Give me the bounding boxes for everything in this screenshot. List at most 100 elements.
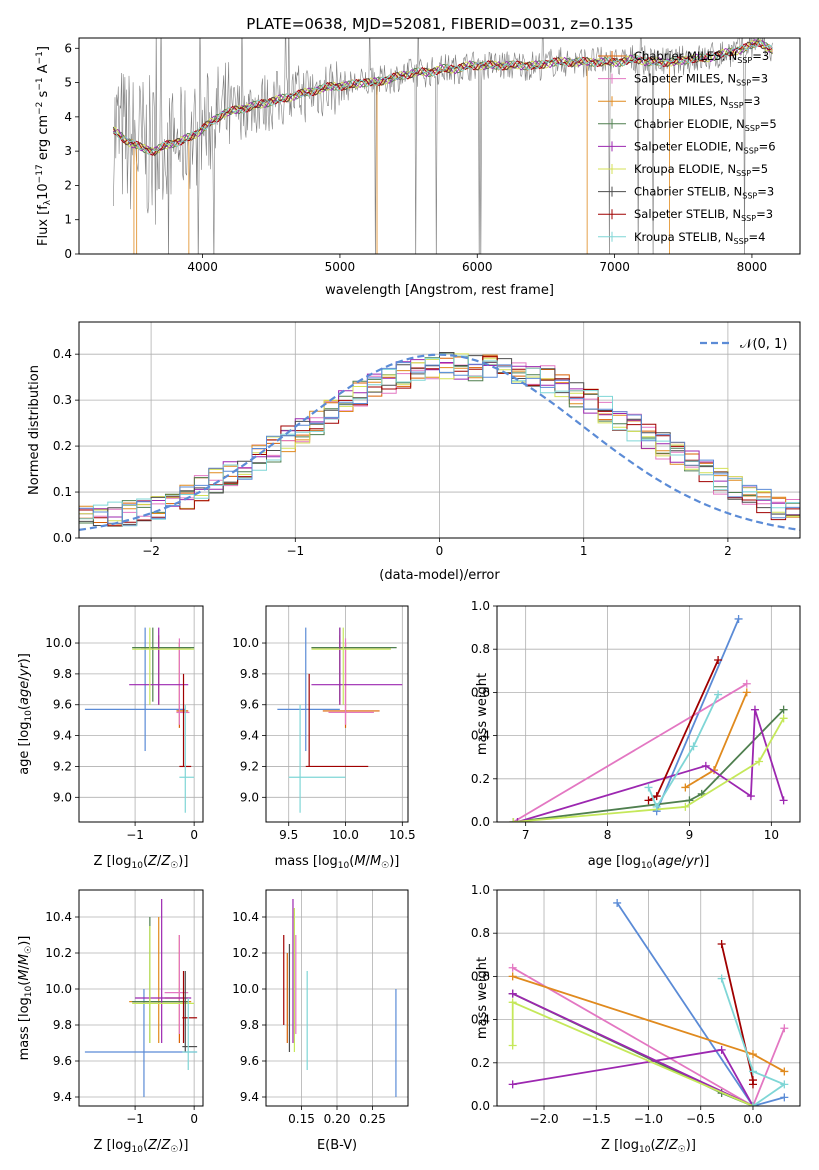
x-tick-label: 8000 bbox=[737, 260, 768, 274]
y-tick-label: 4 bbox=[64, 110, 72, 124]
y-axis-label: mass [log10(M/M☉)] bbox=[17, 936, 34, 1061]
weight-point-marker bbox=[746, 792, 755, 801]
weight-point-marker bbox=[689, 742, 698, 751]
x-tick-label: 0 bbox=[190, 1112, 198, 1126]
spectrum-legend: Chabrier MILES, NSSP=3 Salpeter MILES, NS… bbox=[598, 49, 777, 246]
y-tick-label: 0.4 bbox=[53, 347, 72, 361]
y-tick-label: 0.0 bbox=[53, 531, 72, 545]
x-axis-label: mass [log10(M/M☉)] bbox=[275, 854, 400, 871]
weight-point-marker bbox=[748, 1050, 757, 1059]
axes-border bbox=[265, 605, 409, 823]
x-tick-label: 0.25 bbox=[359, 1112, 386, 1126]
legend-entry: Kroupa STELIB, NSSP=4 bbox=[634, 230, 765, 246]
weight-point-marker bbox=[613, 898, 622, 907]
panel-weight-vs-z: −2.0 −1.5 −1.0 −0.5 0.0 0.0 0.2 0.4 0.6 0.8 1.0 Z [… bbox=[471, 883, 801, 1155]
x-tick-label: 9 bbox=[686, 828, 694, 842]
weight-series-line bbox=[512, 683, 748, 822]
legend-entry: Salpeter ELODIE, NSSP=6 bbox=[634, 139, 776, 155]
x-tick-label: 7 bbox=[522, 828, 530, 842]
y-tick-label: 3 bbox=[64, 144, 72, 158]
y-tick-label: 0.0 bbox=[471, 1099, 490, 1113]
weight-point-marker bbox=[748, 1102, 757, 1106]
panel-mass-vs-z: −1 0 9.4 9.6 9.8 10.0 10.2 10.4 Z [log10(Z/Z☉)] m… bbox=[17, 889, 204, 1155]
model-spectrum-line bbox=[113, 39, 773, 152]
weight-point-marker bbox=[508, 998, 517, 1007]
y-tick-label: 9.2 bbox=[53, 759, 72, 773]
weight-series-line bbox=[511, 1000, 754, 1106]
y-tick-label: 9.8 bbox=[53, 667, 72, 681]
weight-series-line bbox=[513, 709, 785, 822]
legend-entry: Chabrier MILES, NSSP=3 bbox=[634, 49, 769, 65]
legend-entry: 𝒩(0, 1) bbox=[740, 337, 787, 352]
weight-point-marker bbox=[652, 792, 661, 801]
weight-point-marker bbox=[508, 963, 517, 972]
legend-entry: Salpeter MILES, NSSP=3 bbox=[634, 72, 768, 88]
legend-entry: Chabrier STELIB, NSSP=3 bbox=[634, 185, 774, 201]
legend-entry: Kroupa ELODIE, NSSP=5 bbox=[634, 162, 768, 178]
weight-point-marker bbox=[508, 1080, 517, 1089]
x-tick-label: −1 bbox=[126, 828, 144, 842]
weight-point-marker bbox=[742, 688, 751, 697]
y-axis-label: mass weight bbox=[475, 673, 490, 755]
x-tick-label: 10.0 bbox=[332, 828, 359, 842]
x-tick-label: 4000 bbox=[187, 260, 218, 274]
weight-point-marker bbox=[644, 783, 653, 792]
y-tick-label: 0.3 bbox=[53, 393, 72, 407]
x-tick-label: 10.5 bbox=[389, 828, 416, 842]
axes-frame: 9.5 10.0 10.5 9.0 9.2 9.4 9.6 9.8 10.0 mass [log1… bbox=[232, 605, 416, 871]
y-tick-label: 10.4 bbox=[45, 910, 72, 924]
observed-spectrum-line bbox=[113, 38, 773, 254]
weight-point-marker bbox=[734, 614, 743, 623]
y-tick-label: 0.2 bbox=[471, 772, 490, 786]
weight-point-marker bbox=[508, 972, 517, 981]
legend-entry: Salpeter STELIB, NSSP=3 bbox=[634, 207, 773, 223]
axes-border bbox=[78, 37, 801, 255]
x-tick-label: 0 bbox=[436, 544, 444, 558]
x-axis-label: E(B-V) bbox=[317, 1138, 357, 1153]
x-tick-label: 6000 bbox=[462, 260, 493, 274]
axes-frame: 0.15 0.20 0.25 9.4 9.6 9.8 10.0 10.2 10.4 E(B-V) bbox=[232, 889, 409, 1153]
plot-area bbox=[84, 627, 195, 813]
y-tick-label: 9.6 bbox=[240, 1054, 259, 1068]
axes-frame: −1 0 9.4 9.6 9.8 10.0 10.2 10.4 Z [log10(Z/Z☉)] m… bbox=[17, 889, 204, 1155]
y-axis-label: mass weight bbox=[475, 957, 490, 1039]
y-tick-label: 0.4 bbox=[471, 1013, 490, 1027]
plot-area bbox=[283, 899, 397, 1097]
weight-point-marker bbox=[714, 656, 723, 664]
legend-entry: Kroupa MILES, NSSP=3 bbox=[634, 94, 760, 110]
x-tick-label: 7000 bbox=[599, 260, 630, 274]
y-tick-label: 9.8 bbox=[240, 667, 259, 681]
axes-frame: −1 0 9.0 9.2 9.4 9.6 9.8 10.0 Z [log10(Z/Z☉)] age… bbox=[17, 605, 204, 871]
x-tick-label: 2 bbox=[724, 544, 732, 558]
panel-mass-vs-ebv: 0.15 0.20 0.25 9.4 9.6 9.8 10.0 10.2 10.4 E(B-V) bbox=[232, 889, 409, 1153]
weight-point-marker bbox=[681, 802, 690, 811]
weight-point-marker bbox=[780, 1080, 789, 1089]
weight-point-marker bbox=[508, 989, 517, 998]
weight-point-marker bbox=[748, 1080, 757, 1089]
x-tick-label: −0.5 bbox=[686, 1112, 715, 1126]
axes-border bbox=[78, 605, 204, 823]
y-tick-label: 9.6 bbox=[53, 1054, 72, 1068]
y-tick-label: 0.1 bbox=[53, 485, 72, 499]
axes-border bbox=[78, 889, 204, 1107]
x-tick-label: 0 bbox=[190, 828, 198, 842]
weight-point-marker bbox=[513, 818, 522, 822]
y-tick-label: 1.0 bbox=[471, 599, 490, 613]
plot-area bbox=[277, 627, 403, 813]
weight-series-line bbox=[513, 717, 785, 822]
x-tick-label: 0.15 bbox=[288, 1112, 315, 1126]
plot-area bbox=[84, 899, 198, 1097]
axes-frame: 4000 5000 6000 7000 8000 0 1 2 3 4 5 6 wavelength [A… bbox=[35, 37, 801, 298]
y-axis-label: age [log10(age/yr)] bbox=[17, 653, 34, 775]
weight-point-marker bbox=[748, 1067, 757, 1076]
panel-age-vs-mass: 9.5 10.0 10.5 9.0 9.2 9.4 9.6 9.8 10.0 mass [log1… bbox=[232, 605, 416, 871]
plot-area bbox=[509, 614, 788, 822]
weight-series-line bbox=[616, 902, 785, 1106]
weight-point-marker bbox=[779, 796, 788, 805]
y-tick-label: 10.0 bbox=[232, 636, 259, 650]
weight-point-marker bbox=[717, 1045, 726, 1054]
weight-point-marker bbox=[780, 1024, 789, 1033]
weight-point-marker bbox=[779, 714, 788, 723]
x-tick-label: −2 bbox=[142, 544, 160, 558]
